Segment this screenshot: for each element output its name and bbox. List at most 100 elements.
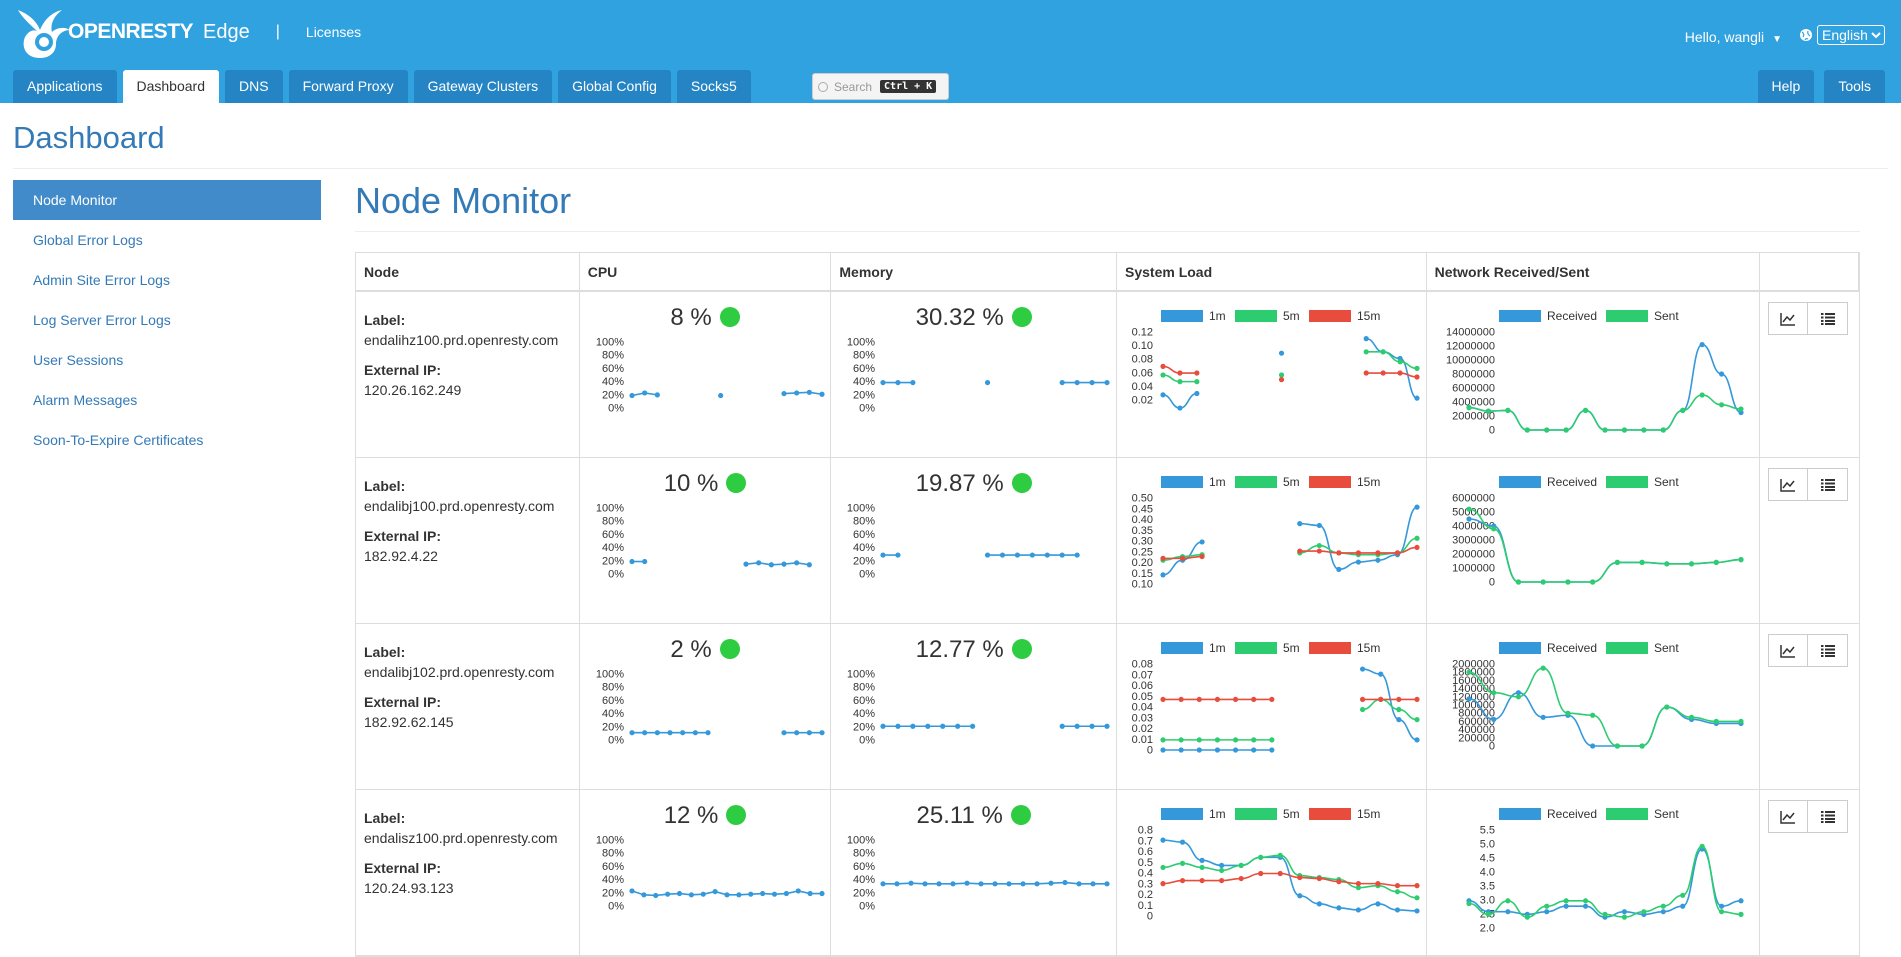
network-ytick: 1000000 (1452, 700, 1495, 712)
user-menu[interactable]: Hello, wangli ▼ (1685, 29, 1782, 45)
view-chart-button[interactable] (1768, 800, 1809, 833)
tab-global-config[interactable]: Global Config (558, 70, 671, 103)
load-5m-point (1414, 895, 1420, 901)
search-box[interactable]: Search Ctrl + K (812, 73, 949, 100)
sidebar-item-node-monitor[interactable]: Node Monitor (13, 180, 321, 220)
tab-tools[interactable]: Tools (1824, 70, 1885, 103)
memory-sparkline: 100%80%60%40%20% 0% (847, 669, 1110, 747)
memory-ytick: 0% (859, 569, 875, 581)
node-label-caption: Label: (364, 312, 406, 328)
load-5m-line (1366, 351, 1418, 370)
sidebar-item-global-error-logs[interactable]: Global Error Logs (33, 232, 143, 248)
load-ytick: 0.6 (1138, 846, 1153, 858)
view-list-button[interactable] (1808, 634, 1849, 667)
view-chart-button[interactable] (1768, 468, 1809, 501)
sidebar-item-user-sessions[interactable]: User Sessions (33, 352, 124, 368)
cpu-sparkline: 100%80%60%40%20% 0% (596, 337, 825, 415)
memory-point (1074, 552, 1081, 558)
cpu-point (692, 730, 698, 736)
network-ytick: 0 (1488, 577, 1494, 589)
view-chart-button[interactable] (1768, 302, 1809, 335)
network-sent-point (1564, 579, 1571, 585)
network-sent-point (1713, 718, 1719, 724)
network-received-point (1563, 903, 1569, 909)
load-15m-point (1394, 883, 1401, 889)
view-list-button[interactable] (1808, 468, 1849, 501)
network-received-point (1679, 903, 1685, 909)
load-ytick: 0.50 (1132, 493, 1153, 505)
load-ytick: 0.10 (1132, 340, 1153, 352)
sidebar-item-log-server-error-logs[interactable]: Log Server Error Logs (33, 312, 171, 328)
load-ytick: 0.8 (1138, 825, 1153, 837)
sidebar-item-alarm-messages[interactable]: Alarm Messages (33, 392, 138, 408)
network-legend-label: Sent (1654, 641, 1679, 655)
node-hostname: endalibj102.prd.openresty.com (364, 664, 555, 680)
network-received-point (1621, 909, 1627, 915)
network-ytick: 5000000 (1452, 507, 1495, 519)
network-chart: Received Sent6000000500000040000003000000… (1452, 475, 1744, 589)
load-15m-point (1336, 550, 1342, 556)
view-chart-button[interactable] (1768, 634, 1809, 667)
load-ytick: 0.02 (1132, 723, 1153, 735)
load-5m-point (1232, 737, 1239, 743)
line-chart-icon (1780, 478, 1796, 492)
load-legend-label: 1m (1209, 309, 1226, 323)
network-legend-label: Received (1547, 641, 1597, 655)
view-list-button[interactable] (1808, 800, 1849, 833)
network-received-point (1504, 909, 1511, 915)
node-ip-caption: External IP: (364, 362, 442, 378)
load-1m-point (1219, 862, 1225, 869)
network-sent-point (1465, 669, 1472, 675)
language-select[interactable]: English (1817, 25, 1885, 45)
cpu-cell: 8 % 100% 80% 60% 40% 20% 0% (580, 292, 832, 457)
load-15m-point (1355, 550, 1361, 556)
network-cell: Received Sent 2000000 1800000 1600000 1400000… (1427, 624, 1761, 789)
cpu-point (629, 888, 635, 894)
load-15m-point (1238, 875, 1244, 882)
search-icon (818, 81, 828, 92)
network-received-point (1699, 342, 1705, 348)
network-sent-point (1589, 712, 1595, 718)
load-5m-point (1414, 717, 1420, 723)
network-ytick: 4.0 (1479, 867, 1494, 879)
network-received-point (1718, 903, 1724, 909)
section-title: Node Monitor (355, 180, 572, 221)
memory-point (880, 552, 886, 558)
brand[interactable]: OPENRESTY Edge | Licenses (14, 2, 361, 62)
memory-point (1074, 379, 1081, 386)
view-list-button[interactable] (1808, 302, 1849, 335)
memory-ytick: 80% (853, 682, 875, 694)
network-ytick: 0 (1488, 425, 1494, 437)
load-15m-point (1251, 696, 1257, 703)
language-switcher[interactable]: English (1799, 25, 1885, 45)
sidebar-item-admin-site-error-logs[interactable]: Admin Site Error Logs (33, 272, 170, 288)
network-sent-point (1601, 427, 1608, 433)
cpu-ytick: 100% (596, 669, 624, 681)
cpu-sparkline: 100%80%60%40%20% 0% (596, 835, 825, 913)
tab-socks5[interactable]: Socks5 (676, 70, 751, 103)
tab-gateway-clusters[interactable]: Gateway Clusters (413, 70, 553, 103)
sidebar-item-soon-to-expire-certificates[interactable]: Soon-To-Expire Certificates (33, 432, 204, 448)
network-legend-swatch (1605, 476, 1648, 488)
licenses-link[interactable]: Licenses (305, 24, 362, 40)
load-ytick: 0.1 (1138, 900, 1153, 912)
tab-help[interactable]: Help (1757, 70, 1815, 103)
tab-applications[interactable]: Applications (13, 70, 117, 103)
cpu-ytick: 80% (602, 682, 624, 694)
node-ip-caption: External IP: (364, 694, 442, 710)
list-icon (1820, 312, 1835, 325)
tab-forward-proxy[interactable]: Forward Proxy (288, 70, 408, 103)
table-header: Node CPU Memory System Load Network Rece… (356, 253, 1859, 292)
tab-dns[interactable]: DNS (225, 70, 283, 103)
memory-point (1015, 552, 1021, 558)
network-received-point (1465, 516, 1472, 522)
actions-cell (1760, 458, 1859, 623)
load-legend-label: 5m (1283, 807, 1300, 821)
network-sent-point (1465, 506, 1472, 512)
network-ytick: 5.0 (1479, 839, 1494, 851)
network-sent-point (1540, 665, 1546, 671)
network-legend-swatch (1498, 310, 1541, 322)
load-5m-point (1414, 535, 1420, 541)
tab-dashboard[interactable]: Dashboard (122, 70, 219, 103)
